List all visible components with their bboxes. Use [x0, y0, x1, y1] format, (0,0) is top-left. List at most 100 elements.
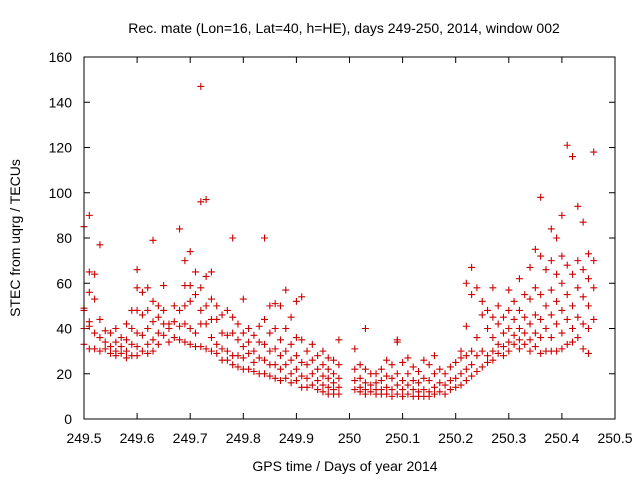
data-point [149, 236, 157, 244]
data-point [526, 347, 534, 355]
data-point [415, 379, 423, 387]
data-points [80, 82, 598, 400]
data-point [276, 302, 284, 310]
data-point [553, 320, 561, 328]
y-tick-label: 80 [56, 230, 72, 246]
plot-frame [83, 56, 616, 420]
data-point [489, 347, 497, 355]
data-point [292, 377, 300, 385]
x-tick-label: 250.5 [597, 430, 632, 446]
data-point [292, 297, 300, 305]
data-point [96, 347, 104, 355]
data-point [298, 372, 306, 380]
data-point [430, 370, 438, 378]
data-point [85, 211, 93, 219]
data-point [234, 352, 242, 360]
data-point [542, 302, 550, 310]
data-point [563, 340, 571, 348]
data-point [388, 386, 396, 394]
data-point [144, 325, 152, 332]
data-point [122, 336, 130, 344]
chart-title: Rec. mate (Lon=16, Lat=40, h=HE), days 2… [128, 20, 560, 36]
data-point [494, 340, 502, 348]
data-point [181, 257, 189, 265]
data-point [505, 338, 513, 346]
data-point [404, 354, 412, 362]
data-point [526, 320, 534, 328]
data-point [590, 148, 598, 156]
data-point [91, 329, 99, 337]
data-point [117, 334, 125, 342]
data-point [287, 313, 295, 321]
data-point [197, 198, 205, 206]
data-point [510, 331, 518, 339]
data-point [319, 361, 327, 369]
data-point [271, 300, 279, 308]
data-point [441, 381, 449, 389]
data-point [446, 386, 454, 394]
data-point [245, 349, 253, 357]
data-point [579, 266, 587, 274]
data-point [335, 390, 343, 398]
data-point [489, 356, 497, 364]
data-point [282, 286, 290, 294]
data-point [356, 361, 364, 369]
data-point [484, 352, 492, 360]
data-point [170, 334, 178, 342]
data-point [250, 347, 258, 355]
data-point [276, 377, 284, 385]
data-point [91, 295, 99, 303]
data-point [563, 291, 571, 299]
data-point [223, 306, 231, 314]
data-point [91, 345, 99, 353]
data-point [144, 284, 152, 292]
data-point [393, 370, 401, 378]
data-point [213, 315, 221, 323]
x-tick-label: 249.6 [120, 430, 155, 446]
data-point [282, 361, 290, 369]
data-point [478, 311, 486, 319]
data-point [473, 334, 481, 342]
data-point [579, 320, 587, 328]
data-point [170, 318, 178, 326]
data-point [531, 343, 539, 351]
data-point [425, 392, 433, 400]
data-point [245, 365, 253, 373]
data-point [383, 372, 391, 380]
data-point [176, 322, 184, 330]
data-point [531, 329, 539, 337]
data-point [579, 345, 587, 353]
data-point [558, 306, 566, 314]
data-point [462, 365, 470, 373]
data-point [383, 390, 391, 398]
data-point [484, 325, 492, 332]
data-point [181, 320, 189, 328]
data-point [521, 340, 529, 348]
data-point [234, 320, 242, 328]
data-point [261, 315, 269, 323]
data-point [287, 340, 295, 348]
data-point [409, 377, 417, 385]
data-point [579, 218, 587, 226]
data-point [330, 356, 338, 364]
data-point [521, 329, 529, 337]
data-point [160, 306, 168, 314]
data-point [388, 392, 396, 400]
data-point [558, 345, 566, 353]
data-point [399, 358, 407, 366]
data-point [202, 345, 210, 353]
data-point [537, 291, 545, 299]
data-point [107, 343, 115, 351]
data-point [457, 347, 465, 355]
data-point [393, 390, 401, 398]
data-point [287, 370, 295, 378]
y-tick-label: 20 [56, 366, 72, 382]
data-point [430, 383, 438, 391]
data-point [377, 377, 385, 385]
data-point [351, 386, 359, 394]
data-point [245, 325, 253, 332]
data-point [526, 295, 534, 303]
data-point [515, 336, 523, 344]
data-point [85, 288, 93, 296]
data-point [499, 343, 507, 351]
